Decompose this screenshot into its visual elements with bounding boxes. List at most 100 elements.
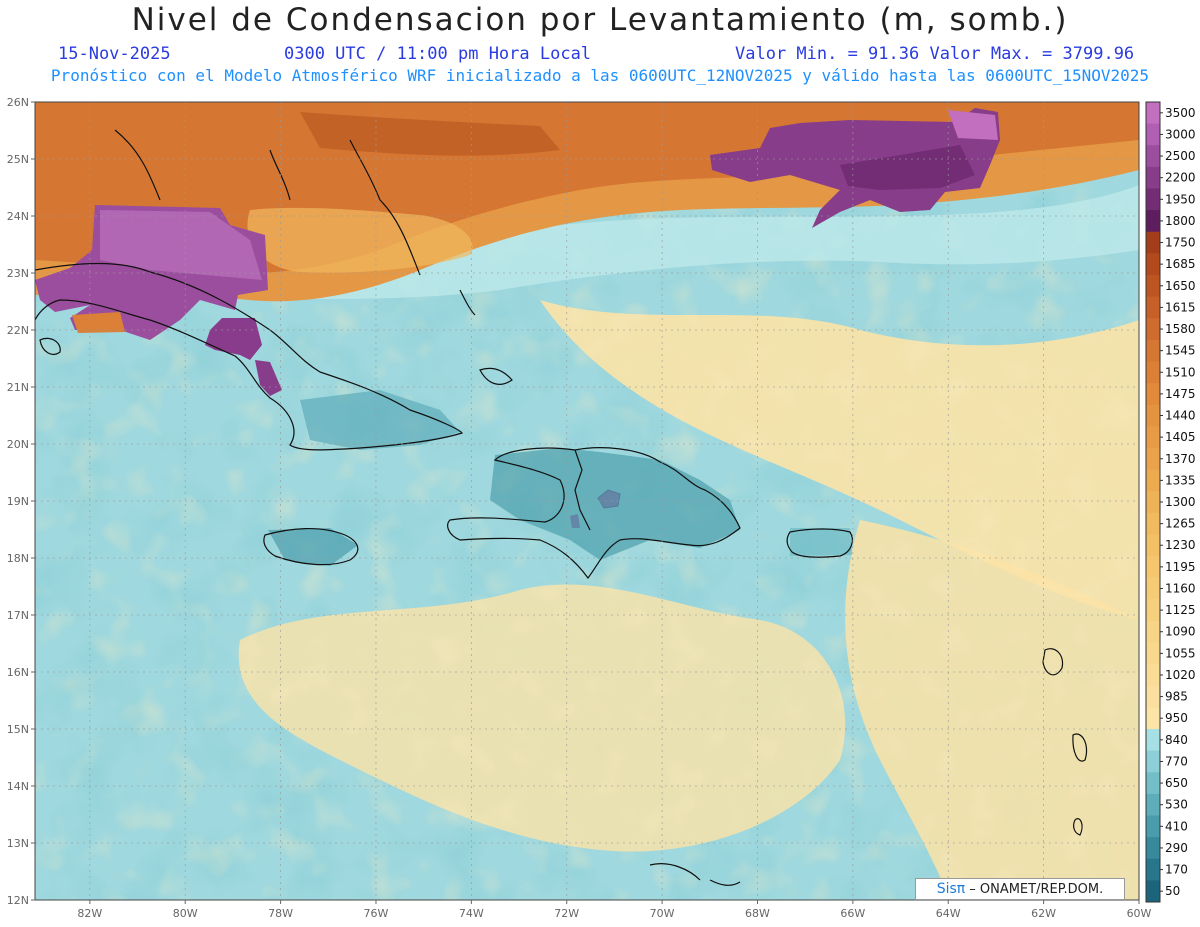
haiti-dr-border [574, 449, 591, 531]
colorbar-label: 2200 [1165, 171, 1196, 185]
colorbar-swatch [1146, 404, 1160, 427]
turks-coast [459, 289, 513, 385]
colorbar-swatch [1146, 102, 1160, 125]
lon-tick-label: 72W [554, 907, 579, 920]
orange-patch-cuba [72, 312, 125, 333]
colorbar-label: 1300 [1165, 495, 1196, 509]
map-title: Nivel de Condensacion por Levantamiento … [131, 2, 1069, 38]
colorbar-swatch [1146, 123, 1160, 146]
lon-tick-label: 64W [936, 907, 961, 920]
jamaica-field [268, 528, 358, 566]
colorbar-swatch [1146, 685, 1160, 708]
colorbar-label: 3500 [1165, 106, 1196, 120]
colorbar-swatch [1146, 383, 1160, 406]
colorbar-label: 3000 [1165, 127, 1196, 141]
lon-tick-label: 80W [173, 907, 198, 920]
colorbar-swatch [1146, 556, 1160, 579]
colorbar-label: 1125 [1165, 603, 1196, 617]
colorbar-swatch [1146, 491, 1160, 514]
lat-tick-label: 14N [7, 780, 29, 793]
lat-labels: 26N 25N 24N 23N 22N 21N 20N 19N 18N 17N 16N 15N 14N 1… [7, 96, 35, 907]
colorbar-swatch [1146, 534, 1160, 557]
lat-tick-label: 24N [7, 210, 29, 223]
lon-tick-label: 60W [1127, 907, 1152, 920]
puerto-rico-field [790, 528, 852, 556]
venezuela-coast [649, 863, 741, 886]
purple-blob-north-high [948, 110, 998, 140]
colorbar-swatch [1146, 815, 1160, 838]
lon-tick-label: 70W [650, 907, 675, 920]
colorbar-label: 770 [1165, 754, 1188, 768]
lat-lon-grid [35, 102, 1139, 900]
min-max-values: Valor Min. = 91.36 Valor Max. = 3799.96 [735, 44, 1135, 64]
lat-tick-label: 18N [7, 552, 29, 565]
colorbar-label: 1580 [1165, 322, 1196, 336]
colorbar-label: 1020 [1165, 668, 1196, 682]
colorbar-label: 840 [1165, 733, 1188, 747]
colorbar-label: 1055 [1165, 646, 1196, 660]
lat-tick-label: 13N [7, 837, 29, 850]
lon-tick-label: 74W [459, 907, 484, 920]
sispi-logo-text: Sisπ [936, 881, 966, 897]
colorbar-label: 1510 [1165, 365, 1196, 379]
colorbar-swatch [1146, 188, 1160, 211]
colorbar-swatch [1146, 210, 1160, 233]
guadeloupe-coast [1042, 648, 1064, 676]
colorbar-label: 2500 [1165, 149, 1196, 163]
lon-tick-label: 78W [268, 907, 293, 920]
colorbar-label: 1405 [1165, 430, 1196, 444]
colorbar-label: 1230 [1165, 538, 1196, 552]
coastlines [35, 129, 1088, 886]
cuba-coast [35, 262, 463, 451]
lon-tick-label: 68W [745, 907, 770, 920]
colorbar-label: 1195 [1165, 560, 1196, 574]
colorbar-label: 1545 [1165, 344, 1196, 358]
colorbar-swatch [1146, 469, 1160, 492]
lat-tick-label: 26N [7, 96, 29, 109]
colorbar-label: 650 [1165, 776, 1188, 790]
lon-tick-label: 66W [840, 907, 865, 920]
forecast-time: 0300 UTC / 11:00 pm Hora Local [284, 44, 592, 64]
cuba-east-field [300, 390, 460, 450]
colorbar-label: 50 [1165, 884, 1180, 898]
colorbar-swatch [1146, 793, 1160, 817]
lat-tick-label: 23N [7, 267, 29, 280]
colorbar-swatch [1146, 426, 1160, 449]
lon-tick-label: 76W [364, 907, 389, 920]
st-lucia-coast [1073, 818, 1083, 836]
colorbar-swatch [1146, 318, 1160, 341]
colorbar-swatch [1146, 577, 1160, 600]
colorbar-swatch [1146, 145, 1160, 168]
colorbar-swatch [1146, 772, 1160, 795]
purple-blob-north-core [840, 145, 975, 190]
purple-blob-cuba-core [100, 210, 262, 280]
colorbar-label: 950 [1165, 711, 1188, 725]
credit-box: Sisπ – ONAMET/REP.DOM. [915, 878, 1125, 900]
colorbar-swatch [1146, 750, 1160, 773]
model-subtitle: Pronóstico con el Modelo Atmosférico WRF… [50, 66, 1150, 85]
lon-tick-label: 82W [77, 907, 102, 920]
florida-coast [114, 129, 161, 201]
colorbar-swatch [1146, 858, 1160, 881]
colorbar-swatch [1146, 361, 1160, 384]
isla-juventud-coast [39, 337, 61, 355]
colorbar-label: 1685 [1165, 257, 1196, 271]
colorbar-swatch [1146, 729, 1160, 752]
lat-tick-label: 19N [7, 495, 29, 508]
colorbar-label: 1265 [1165, 517, 1196, 531]
colorbar-swatch [1146, 274, 1160, 298]
colorbar-swatch [1146, 231, 1160, 254]
forecast-date: 15-Nov-2025 [58, 44, 171, 64]
colorbar-swatch [1146, 447, 1160, 471]
martinique-coast [1072, 733, 1088, 762]
colorbar: 3500 3000 2500 2200 1950 1800 1750 1685 1650 1615… [1145, 101, 1196, 903]
colorbar-label: 1800 [1165, 214, 1196, 228]
hispaniola-coast [447, 447, 741, 580]
field-layer [35, 102, 1139, 900]
lat-tick-label: 25N [7, 153, 29, 166]
colorbar-swatch [1146, 620, 1160, 644]
colorbar-swatch [1146, 296, 1160, 319]
colorbar-label: 1615 [1165, 300, 1196, 314]
colorbar-swatch [1146, 707, 1160, 730]
